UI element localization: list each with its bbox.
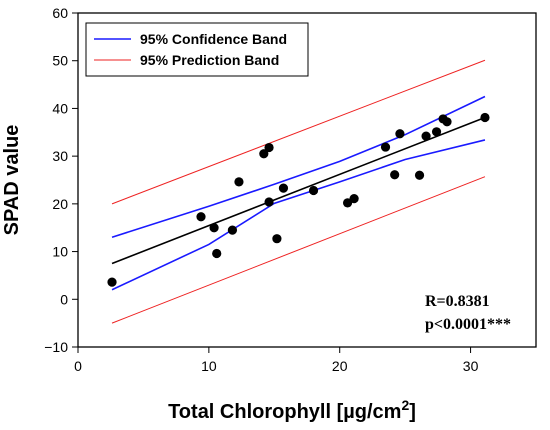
y-axis-ticks: −10 0 10 20 30 40 50 60 bbox=[44, 5, 78, 355]
data-point bbox=[395, 129, 405, 139]
data-point bbox=[390, 170, 400, 180]
y-tick-label: 20 bbox=[52, 196, 68, 212]
data-point bbox=[480, 112, 490, 123]
x-tick-label: 10 bbox=[201, 358, 217, 374]
data-point bbox=[196, 212, 206, 222]
data-point bbox=[349, 194, 359, 204]
prediction-band bbox=[111, 59, 486, 324]
data-point bbox=[264, 197, 274, 207]
x-axis-title-superscript: 2 bbox=[401, 397, 409, 413]
x-tick-label: 0 bbox=[74, 358, 82, 374]
y-tick-label: −10 bbox=[44, 339, 68, 355]
y-tick-label: 50 bbox=[52, 53, 68, 69]
confidence-band bbox=[111, 95, 486, 291]
y-tick-label: 40 bbox=[52, 100, 68, 116]
annotation-r-value: R=0.8381 bbox=[425, 293, 490, 310]
data-point bbox=[431, 127, 442, 137]
x-axis-title-suffix: ] bbox=[409, 401, 416, 423]
y-tick-label: 30 bbox=[52, 148, 68, 164]
data-point bbox=[227, 225, 238, 235]
data-point bbox=[414, 170, 425, 180]
x-tick-label: 20 bbox=[332, 358, 348, 374]
data-point bbox=[234, 177, 244, 187]
confidence-band-lower bbox=[111, 139, 486, 291]
data-point bbox=[107, 277, 117, 287]
legend: 95% Confidence Band 95% Prediction Band bbox=[85, 22, 309, 77]
legend-label-confidence: 95% Confidence Band bbox=[140, 31, 287, 47]
prediction-band-lower bbox=[111, 176, 486, 324]
data-point bbox=[209, 223, 219, 233]
y-tick-label: 60 bbox=[52, 5, 68, 21]
regression-line bbox=[111, 116, 486, 265]
x-tick-label: 30 bbox=[463, 358, 479, 374]
data-point bbox=[308, 185, 319, 196]
y-axis-title: SPAD value bbox=[1, 125, 23, 236]
y-tick-label: 10 bbox=[52, 244, 68, 260]
annotation-p-value: p<0.0001*** bbox=[425, 316, 511, 333]
x-axis-title: Total Chlorophyll [µg/cm2] bbox=[168, 397, 416, 423]
plot-area bbox=[107, 59, 490, 324]
confidence-band-upper bbox=[111, 95, 486, 239]
data-point bbox=[380, 142, 391, 152]
legend-box bbox=[85, 22, 309, 77]
data-point bbox=[264, 142, 274, 153]
fit-line bbox=[111, 116, 486, 265]
data-point bbox=[442, 117, 452, 127]
y-tick-label: 0 bbox=[60, 291, 68, 307]
data-point bbox=[342, 198, 353, 208]
data-point bbox=[259, 149, 269, 159]
data-point bbox=[272, 234, 282, 244]
data-points bbox=[107, 112, 490, 287]
plot-frame bbox=[77, 12, 537, 348]
data-point bbox=[421, 131, 431, 141]
legend-label-prediction: 95% Prediction Band bbox=[140, 52, 279, 68]
x-axis-ticks: 0 10 20 30 bbox=[74, 347, 479, 374]
x-axis-title-main: Total Chlorophyll [µg/cm bbox=[168, 401, 401, 423]
data-point bbox=[212, 248, 222, 259]
data-point bbox=[278, 183, 289, 193]
prediction-band-upper bbox=[111, 59, 486, 205]
